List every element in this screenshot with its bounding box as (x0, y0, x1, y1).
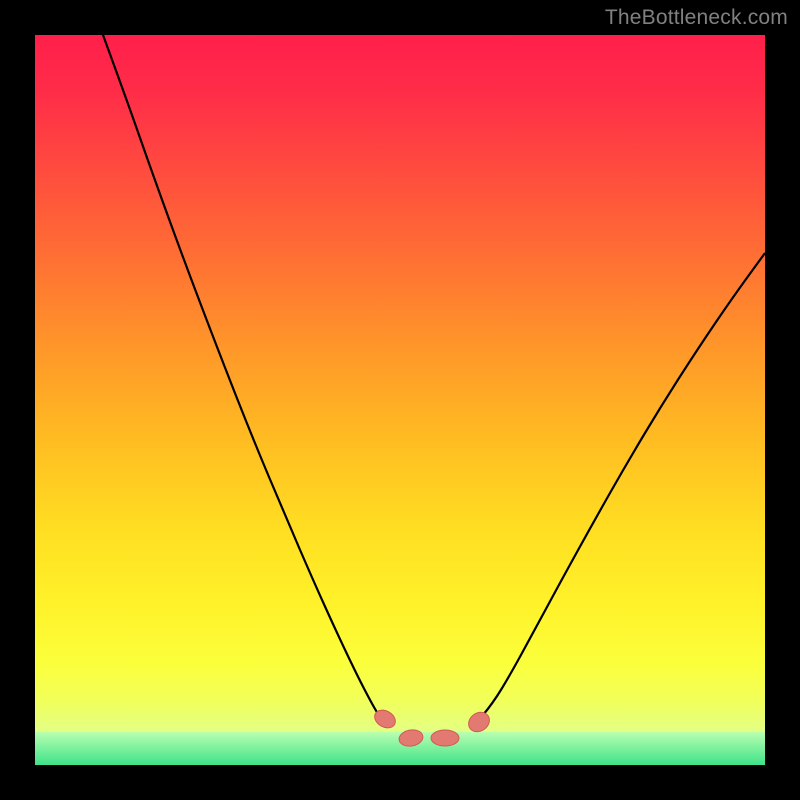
plot-area (35, 35, 765, 765)
watermark-text: TheBottleneck.com (605, 6, 788, 30)
chart-frame: TheBottleneck.com (0, 0, 800, 800)
gradient-background (35, 35, 765, 765)
green-band (35, 732, 765, 765)
